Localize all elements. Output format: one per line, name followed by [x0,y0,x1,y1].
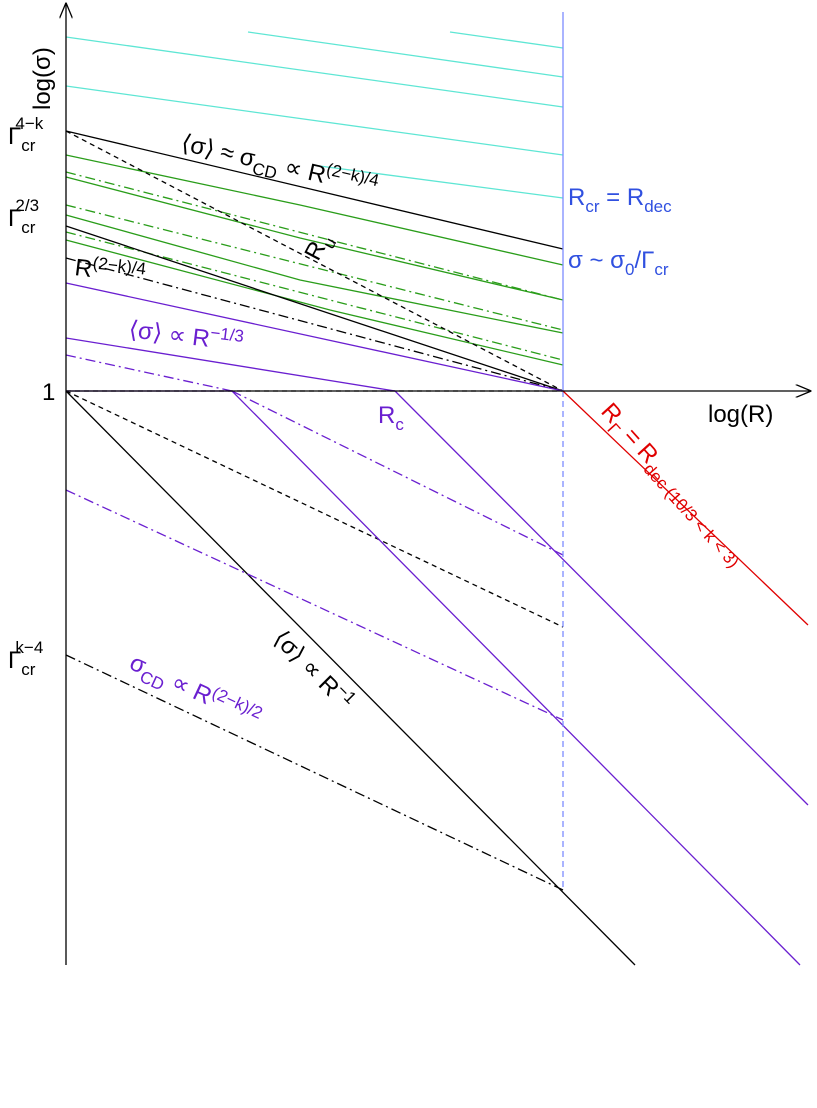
annotation: ⟨σ⟩ ≈ σCD ∝ R(2−k)/4 [178,127,381,206]
t: cr [21,218,36,237]
annotation: R(2−k)/4 [73,251,147,289]
t: R [568,184,585,211]
t: R [378,402,395,429]
t: ⟨σ⟩ ∝ R [268,625,345,702]
t: 1 [42,379,55,406]
t: cr [21,660,36,679]
t: R [73,254,94,283]
t: Γ [8,123,21,150]
t: c [395,415,404,434]
x-axis-label: log(R) [708,401,773,428]
t: 2/3 [15,196,39,215]
t: ⟨σ⟩ ≈ σ [179,130,258,173]
t: (2−k)/2 [209,683,265,723]
y-label: Γcr 4−k [8,114,44,155]
y-axis-label: log(σ) [29,47,56,110]
t: ⟨σ⟩ ∝ R [127,316,211,353]
t: dec [644,197,672,216]
t: σ ~ σ [568,247,625,274]
y-label: 1 [42,379,55,406]
t: = R [600,184,645,211]
annotation: Rc [378,402,404,434]
t: 4−k [15,114,43,133]
annotation: Rcr = Rdec [568,184,672,216]
t: cr [654,260,669,279]
t: k−4 [15,638,43,657]
y-label: Γcr k−4 [8,638,43,679]
t: −1/3 [209,323,245,346]
t: (10/3 < k < 3) [658,480,743,571]
t: (2−k)/4 [92,253,147,278]
t: 0 [625,260,634,279]
annotation: ⟨σ⟩ ∝ R−1 [268,623,360,715]
t: CD [250,159,278,183]
t: cr [585,197,600,216]
y-label: Γcr 2/3 [8,196,39,237]
annotation: σ ~ σ0/Γcr [568,247,669,279]
lines [66,4,810,966]
t: /Γ [634,247,654,274]
t: ∝ R [276,152,329,189]
t: cr [21,136,36,155]
t: Γ [8,647,21,674]
t: Γ [8,205,21,232]
t: (2−k)/4 [325,160,381,191]
